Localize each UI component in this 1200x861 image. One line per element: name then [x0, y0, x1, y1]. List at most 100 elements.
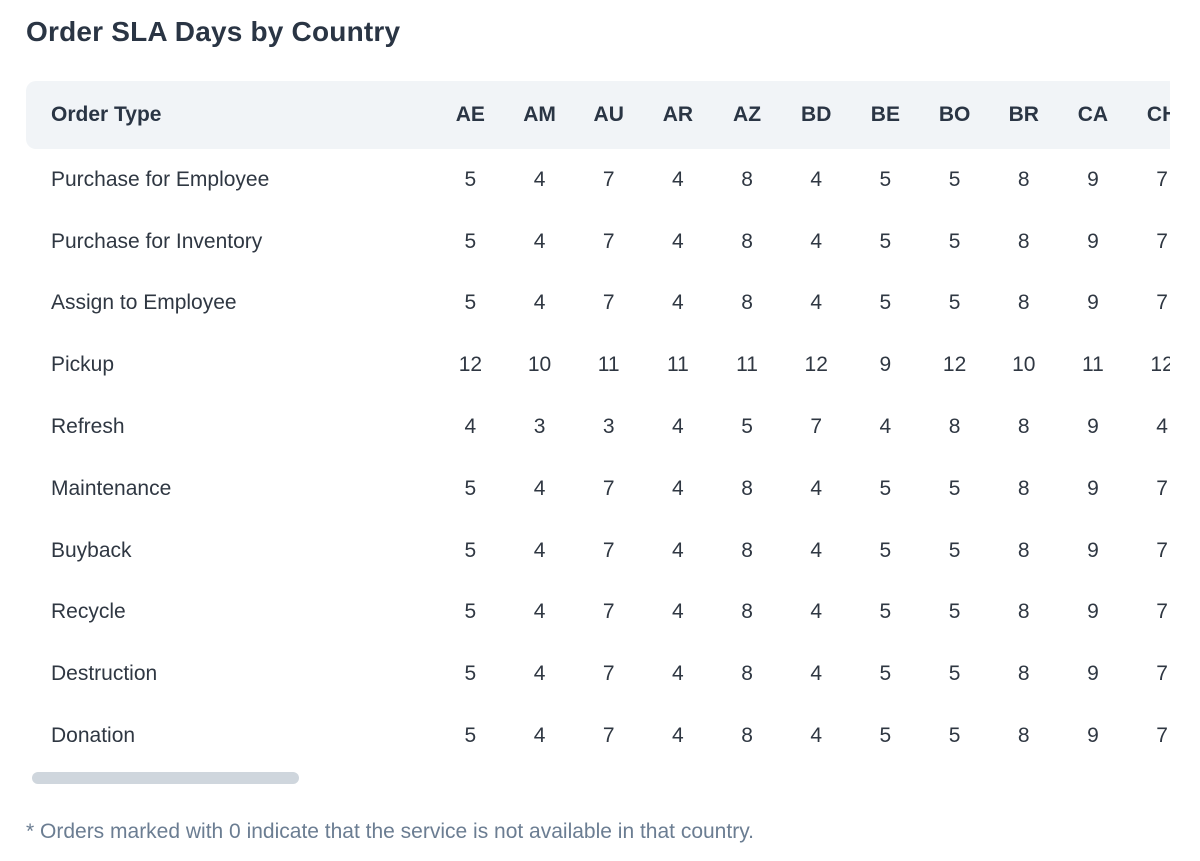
sla-days-cell: 5	[464, 167, 477, 191]
sla-days-cell: 4	[533, 229, 546, 253]
column-header-country[interactable]: AM	[504, 81, 575, 149]
sla-days-cell: 8	[741, 600, 753, 624]
sla-days-cell: 4	[533, 662, 546, 686]
sla-days-cell: 4	[810, 724, 823, 748]
sla-days-cell: 4	[1156, 415, 1168, 439]
sla-days-cell: 8	[741, 229, 753, 253]
table-row: Buyback547484558971	[26, 520, 1170, 582]
sla-days-cell: 4	[672, 724, 684, 748]
sla-days-cell: 5	[879, 229, 892, 253]
sla-days-cell: 8	[1017, 167, 1030, 191]
sla-days-cell: 4	[810, 229, 823, 253]
sla-days-cell: 5	[948, 724, 961, 748]
sla-days-cell: 5	[879, 476, 892, 500]
sla-days-cell: 9	[1087, 415, 1099, 439]
sla-days-cell: 9	[1087, 724, 1099, 748]
sla-days-cell: 9	[1087, 476, 1099, 500]
sla-days-cell: 7	[1156, 291, 1168, 315]
sla-days-cell: 8	[741, 476, 753, 500]
column-header-country[interactable]: AE	[435, 81, 505, 149]
sla-days-cell: 7	[602, 662, 615, 686]
order-type-cell: Destruction	[51, 662, 158, 686]
order-type-cell: Recycle	[51, 600, 126, 624]
sla-days-cell: 5	[879, 538, 892, 562]
order-type-cell: Refresh	[51, 415, 125, 439]
sla-days-cell: 12	[942, 353, 967, 377]
sla-days-cell: 8	[948, 415, 961, 439]
sla-days-cell: 4	[533, 476, 546, 500]
sla-days-cell: 4	[464, 415, 477, 439]
sla-days-cell: 5	[879, 291, 892, 315]
order-type-cell: Purchase for Inventory	[51, 229, 263, 253]
column-header-country[interactable]: AR	[643, 81, 713, 149]
sla-days-cell: 5	[741, 415, 753, 439]
sla-days-cell: 9	[1087, 167, 1099, 191]
sla-days-cell: 7	[810, 415, 823, 439]
sla-days-cell: 7	[1156, 476, 1168, 500]
sla-days-cell: 8	[1017, 662, 1030, 686]
table-row: Donation547484558971	[26, 705, 1170, 767]
sla-days-cell: 5	[464, 724, 477, 748]
sla-days-cell: 7	[602, 291, 615, 315]
table-body: Purchase for Employee547484558971Purchas…	[26, 149, 1170, 767]
sla-days-cell: 8	[1017, 415, 1030, 439]
column-header-order-type[interactable]: Order Type	[26, 81, 436, 149]
sla-days-cell: 5	[948, 167, 961, 191]
sla-days-cell: 5	[948, 476, 961, 500]
sla-days-cell: 8	[1017, 724, 1030, 748]
sla-days-cell: 10	[527, 353, 552, 377]
order-type-cell: Donation	[51, 724, 136, 748]
sla-days-cell: 7	[602, 538, 615, 562]
sla-days-cell: 8	[1017, 600, 1030, 624]
sla-days-cell: 7	[1156, 229, 1168, 253]
sla-days-cell: 9	[1087, 600, 1099, 624]
horizontal-scrollbar[interactable]	[26, 771, 1170, 785]
sla-days-cell: 8	[741, 724, 753, 748]
column-header-country[interactable]: CH	[1127, 81, 1170, 149]
order-type-cell: Purchase for Employee	[51, 167, 270, 191]
table-row: Recycle547484558971	[26, 582, 1170, 644]
sla-days-cell: 9	[1087, 662, 1099, 686]
sla-days-cell: 7	[1156, 167, 1168, 191]
sla-days-cell: 8	[741, 167, 753, 191]
sla-days-cell: 3	[533, 415, 546, 439]
sla-days-cell: 4	[672, 662, 684, 686]
sla-days-cell: 5	[464, 662, 477, 686]
column-header-country[interactable]: BE	[850, 81, 920, 149]
page-title: Order SLA Days by Country	[26, 16, 401, 47]
sla-days-cell: 8	[1017, 229, 1030, 253]
column-header-country[interactable]: CA	[1058, 81, 1128, 149]
sla-table-scroll-area[interactable]: Order Type AEAMAUARAZBDBEBOBRCACHCI Purc…	[26, 81, 1170, 771]
scrollbar-thumb[interactable]	[32, 772, 299, 784]
sla-days-cell: 8	[1017, 476, 1030, 500]
sla-days-cell: 5	[948, 662, 961, 686]
sla-days-cell: 9	[879, 353, 892, 377]
sla-days-cell: 5	[948, 538, 961, 562]
sla-days-cell: 4	[810, 538, 823, 562]
sla-days-cell: 11	[736, 353, 758, 377]
sla-days-cell: 9	[1087, 538, 1099, 562]
sla-days-cell: 12	[1150, 353, 1170, 377]
sla-days-cell: 8	[741, 538, 753, 562]
sla-days-cell: 7	[1156, 724, 1168, 748]
sla-days-cell: 7	[602, 229, 615, 253]
table-row: Destruction547484558971	[26, 643, 1170, 705]
sla-days-cell: 5	[464, 476, 477, 500]
sla-days-cell: 4	[533, 167, 546, 191]
sla-days-cell: 7	[1156, 662, 1168, 686]
table-row: Refresh433457488947	[26, 396, 1170, 458]
table-row: Assign to Employee547484558971	[26, 273, 1170, 335]
sla-days-cell: 4	[672, 229, 684, 253]
sla-days-cell: 4	[672, 538, 684, 562]
table-row: Maintenance547484558971	[26, 458, 1170, 520]
sla-days-cell: 11	[1082, 353, 1104, 377]
column-header-country[interactable]: AZ	[712, 81, 782, 149]
column-header-country[interactable]: BO	[919, 81, 990, 149]
sla-days-cell: 4	[533, 724, 546, 748]
order-type-cell: Buyback	[51, 538, 132, 562]
column-header-country[interactable]: BD	[781, 81, 851, 149]
column-header-country[interactable]: AU	[574, 81, 644, 149]
sla-table: Order Type AEAMAUARAZBDBEBOBRCACHCI Purc…	[26, 81, 1170, 767]
column-header-country[interactable]: BR	[989, 81, 1059, 149]
